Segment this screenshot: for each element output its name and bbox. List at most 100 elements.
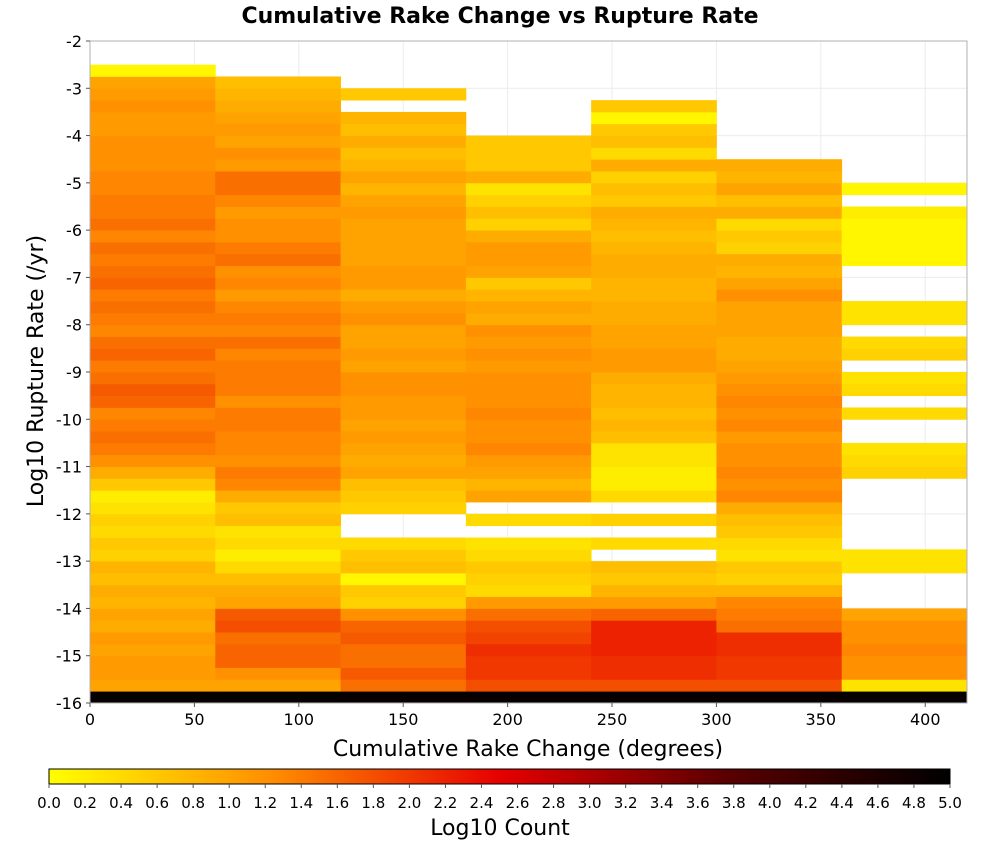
heatmap-cell: [465, 513, 592, 527]
heatmap-cell: [465, 608, 592, 621]
heatmap-cell: [465, 537, 592, 550]
heatmap-cell: [215, 643, 341, 657]
heatmap-cell: [841, 442, 968, 456]
heatmap-cell: [90, 324, 216, 337]
heatmap-cell: [465, 395, 592, 408]
heatmap-cell: [215, 490, 341, 503]
heatmap-cell: [340, 454, 467, 467]
heatmap-cell: [90, 206, 216, 219]
heatmap-cell: [215, 147, 341, 160]
heatmap-cell: [215, 348, 341, 361]
heatmap-cell: [716, 679, 843, 692]
colorbar-tick-label: 1.8: [361, 794, 385, 812]
heatmap-cell: [340, 537, 467, 550]
heatmap-cell: [340, 679, 467, 692]
heatmap-cell: [591, 301, 717, 314]
heatmap-cell: [591, 466, 717, 479]
colorbar-tick-label: 4.2: [794, 794, 818, 812]
heatmap-cell: [340, 182, 467, 196]
x-tick-label: 100: [284, 710, 315, 729]
heatmap-cell: [215, 620, 341, 633]
heatmap-cell: [716, 348, 843, 361]
heatmap-cell: [841, 561, 968, 574]
heatmap-cell: [465, 490, 592, 503]
heatmap-cell: [716, 454, 843, 467]
heatmap-cell: [340, 383, 467, 397]
heatmap-cell: [215, 111, 341, 125]
heatmap-cell: [90, 182, 216, 196]
heatmap-cell: [465, 478, 592, 491]
heatmap-cell: [90, 572, 216, 586]
heatmap-cell: [716, 502, 843, 515]
heatmap-cell: [716, 466, 843, 479]
heatmap-cell: [591, 135, 717, 148]
heatmap-cell: [591, 667, 717, 680]
heatmap-cell: [90, 620, 216, 633]
colorbar-tick-label: 1.6: [325, 794, 349, 812]
heatmap-cell: [841, 549, 968, 562]
heatmap-cell: [465, 549, 592, 562]
heatmap-cell: [591, 454, 717, 467]
heatmap-cell: [841, 620, 968, 633]
heatmap-cell: [215, 383, 341, 397]
x-tick-label: 300: [701, 710, 732, 729]
heatmap-cell: [90, 513, 216, 527]
colorbar-ticks: 0.0 0.2 0.4 0.6 0.8 1.0 1.2 1.4 1.6 1.8 2.0 2.2 2.4 2…: [37, 784, 962, 812]
heatmap-cell: [716, 289, 843, 302]
heatmap-cell: [90, 502, 216, 515]
heatmap-cell: [215, 584, 341, 598]
heatmap-cell: [716, 596, 843, 609]
heatmap-cell: [465, 620, 592, 633]
heatmap-cell: [465, 147, 592, 160]
heatmap-cell: [841, 182, 968, 196]
heatmap-cell: [716, 312, 843, 326]
x-tick-label: 250: [597, 710, 628, 729]
heatmap-cell: [716, 218, 843, 231]
heatmap-cell: [90, 171, 216, 184]
heatmap-cell: [215, 336, 341, 349]
heatmap-cell: [215, 395, 341, 408]
heatmap-cell: [90, 336, 216, 349]
heatmap-cell: [716, 608, 843, 621]
heatmap-cell: [716, 549, 843, 562]
heatmap-cell: [215, 691, 341, 704]
heatmap-cell: [591, 348, 717, 361]
heatmap-cell: [841, 312, 968, 326]
colorbar-tick-label: 0.8: [181, 794, 205, 812]
heatmap-cell: [716, 584, 843, 598]
x-axis-ticks: 0 50 100 150 200 250 300 350 400: [85, 703, 941, 729]
heatmap-cell: [716, 336, 843, 349]
heatmap-cell: [591, 632, 717, 645]
heatmap-cell: [215, 679, 341, 692]
heatmap-cell: [465, 667, 592, 680]
heatmap-cell: [90, 608, 216, 621]
heatmap-cell: [591, 312, 717, 326]
heatmap-cell: [90, 549, 216, 562]
heatmap-cell: [90, 478, 216, 491]
heatmap-cell: [716, 206, 843, 219]
heatmap-cell: [215, 537, 341, 550]
heatmap-cell: [465, 561, 592, 574]
heatmap-cell: [215, 206, 341, 219]
colorbar-tick-label: 1.0: [217, 794, 241, 812]
heatmap-cell: [716, 324, 843, 337]
heatmap-cell: [465, 584, 592, 598]
heatmap-cell: [340, 419, 467, 432]
heatmap-cell: [340, 632, 467, 645]
heatmap-cell: [215, 312, 341, 326]
heatmap-cell: [465, 135, 592, 148]
heatmap-cell: [465, 301, 592, 314]
x-tick-label: 0: [85, 710, 95, 729]
colorbar-tick-label: 0.0: [37, 794, 61, 812]
heatmap-cell: [215, 230, 341, 243]
heatmap-cell: [465, 419, 592, 432]
heatmap-cell: [340, 372, 467, 385]
heatmap-cell: [716, 667, 843, 680]
heatmap-cell: [841, 691, 968, 704]
heatmap-cell: [90, 218, 216, 231]
chart-title: Cumulative Rake Change vs Rupture Rate: [241, 4, 758, 29]
heatmap-cell: [716, 431, 843, 444]
heatmap-cell: [841, 372, 968, 385]
heatmap-cell: [591, 561, 717, 574]
heatmap-cell: [465, 655, 592, 668]
